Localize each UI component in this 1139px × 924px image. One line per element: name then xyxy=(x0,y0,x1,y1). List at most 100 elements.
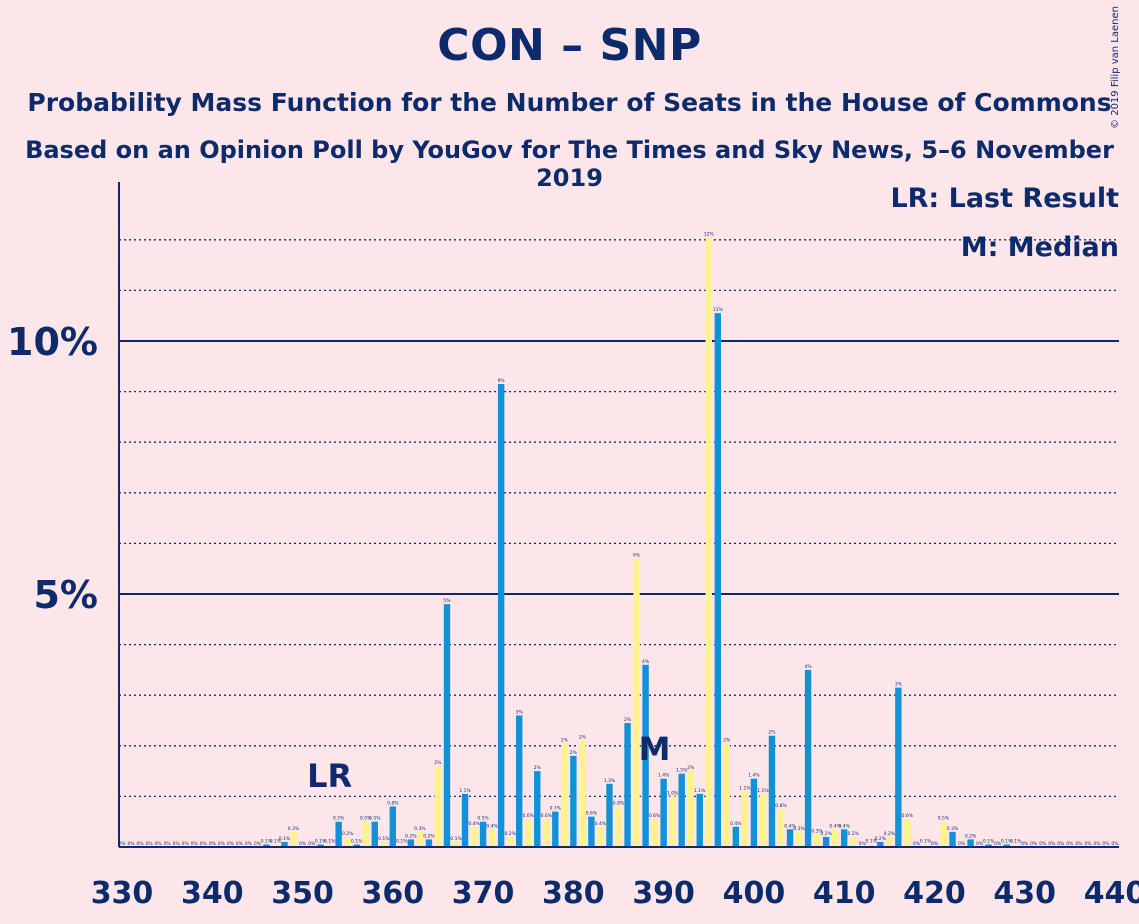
bar-value-label: 0.8% xyxy=(775,803,787,809)
bar-value-label: 0.1% xyxy=(270,838,282,844)
bar-value-label: 0% xyxy=(173,841,181,847)
bar-value-label: 0% xyxy=(1057,841,1065,847)
bar-con xyxy=(588,816,595,847)
chart-subtitle: Probability Mass Function for the Number… xyxy=(27,88,1112,117)
bar-value-label: 0.6% xyxy=(902,813,914,819)
bar-con xyxy=(642,664,649,847)
bar-value-label: 0.1% xyxy=(261,838,273,844)
bar-snp xyxy=(759,793,767,847)
bar-value-label: 0.3% xyxy=(811,828,823,834)
median-marker: M xyxy=(639,730,671,768)
bar-value-label: 0.7% xyxy=(550,806,562,812)
bar-snp xyxy=(723,743,731,847)
chart-title: CON – SNP xyxy=(437,20,702,71)
bar-value-label: 6% xyxy=(633,553,641,559)
bar-value-label: 0% xyxy=(913,841,921,847)
x-tick-label: 350 xyxy=(271,876,334,911)
bar-snp xyxy=(470,826,478,847)
bar-value-label: 0% xyxy=(236,841,244,847)
bar-value-label: 4% xyxy=(642,659,650,665)
bar-con xyxy=(497,384,505,847)
bar-value-labels: 0% 0% 0% 0% 0% 0% 0% 0%0.1%0.1%0%0.1%0.5%0.1%0.… xyxy=(118,231,1119,847)
bar-value-label: 1.1% xyxy=(694,788,706,794)
bar-value-label: 0% xyxy=(1075,841,1083,847)
markers: LR M xyxy=(307,730,670,795)
bar-value-label: 0% xyxy=(1030,841,1038,847)
y-tick-label: 10% xyxy=(7,320,98,364)
bar-value-label: 1.4% xyxy=(658,773,670,779)
x-tick-label: 430 xyxy=(993,876,1056,911)
bar-snp xyxy=(813,834,821,847)
bar-value-label: 0.3% xyxy=(793,826,805,832)
bar-value-label: 1.1% xyxy=(459,788,471,794)
axes: 330 340 350 360 370 380 390 400 410 420 430 440 xyxy=(91,182,1139,911)
bar-value-label: 0.4% xyxy=(829,823,841,829)
bar-value-label: 0.2% xyxy=(820,831,832,837)
bar-value-label: 0% xyxy=(164,841,172,847)
bar-value-label: 0.5% xyxy=(938,816,950,822)
bar-con xyxy=(443,604,451,847)
bar-snp xyxy=(290,831,297,847)
legend-median: M: Median xyxy=(960,232,1119,263)
bar-value-label: 0.2% xyxy=(965,833,977,839)
bar-value-label: 0% xyxy=(931,841,939,847)
bar-value-label: 2% xyxy=(534,765,542,771)
x-tick-label: 370 xyxy=(452,876,515,911)
bar-snp xyxy=(795,831,803,847)
bar-value-label: 0.2% xyxy=(423,833,435,839)
bar-value-label: 0.1% xyxy=(920,838,932,844)
bar-value-label: 0.1% xyxy=(983,838,995,844)
bar-snp xyxy=(344,836,351,847)
x-tick-label: 360 xyxy=(362,876,425,911)
bar-value-label: 1.1% xyxy=(739,785,751,791)
bar-snp xyxy=(525,819,532,847)
bar-con xyxy=(389,806,397,847)
bar-value-label: 0% xyxy=(1102,841,1110,847)
bar-snp xyxy=(326,844,333,847)
bar-value-label: 0.5% xyxy=(369,816,381,822)
bar-value-label: 0% xyxy=(155,841,163,847)
bar-snp xyxy=(615,806,622,847)
bar-value-label: 0.5% xyxy=(360,816,372,822)
bar-snp xyxy=(434,766,442,847)
bar-con xyxy=(1003,844,1010,847)
legend-last-result: LR: Last Result xyxy=(890,183,1119,214)
bar-value-label: 0% xyxy=(200,841,208,847)
bar-value-label: 3% xyxy=(895,682,903,688)
bar-value-label: 1.0% xyxy=(667,790,679,796)
bar-con xyxy=(624,723,631,847)
bar-value-label: 0% xyxy=(191,841,199,847)
bar-value-label: 0% xyxy=(182,841,190,847)
bar-con xyxy=(696,793,703,847)
bar-snp xyxy=(922,844,929,847)
bar-con xyxy=(407,839,415,847)
bar-con xyxy=(263,844,270,847)
bar-value-label: 0% xyxy=(254,841,262,847)
bar-value-label: 0.1% xyxy=(279,836,291,842)
bar-value-label: 1.3% xyxy=(604,778,616,784)
x-tick-label: 330 xyxy=(91,876,154,911)
bar-value-label: 1.5% xyxy=(676,768,688,774)
bar-value-label: 0% xyxy=(976,841,984,847)
bar-snp xyxy=(506,836,514,847)
bar-value-label: 1.1% xyxy=(757,788,769,794)
bar-value-label: 0% xyxy=(127,841,135,847)
last-result-marker: LR xyxy=(307,757,352,795)
bar-value-label: 0% xyxy=(1084,841,1092,847)
bar-snp xyxy=(904,819,911,847)
bar-value-label: 0.6% xyxy=(523,813,535,819)
x-tick-label: 420 xyxy=(903,876,966,911)
bar-value-label: 0% xyxy=(218,841,226,847)
x-tick-label: 410 xyxy=(813,876,876,911)
bar-value-label: 5% xyxy=(443,598,451,604)
bar-value-label: 0% xyxy=(227,841,235,847)
bar-con xyxy=(516,715,523,847)
bar-con xyxy=(750,778,758,847)
bar-value-label: 0.8% xyxy=(387,801,399,807)
bar-snp xyxy=(398,844,406,847)
bar-con xyxy=(732,826,740,847)
bar-value-label: 0% xyxy=(958,841,966,847)
bar-con xyxy=(371,821,378,847)
bar-value-label: 0.1% xyxy=(351,838,363,844)
bar-value-label: 0.1% xyxy=(315,838,327,844)
